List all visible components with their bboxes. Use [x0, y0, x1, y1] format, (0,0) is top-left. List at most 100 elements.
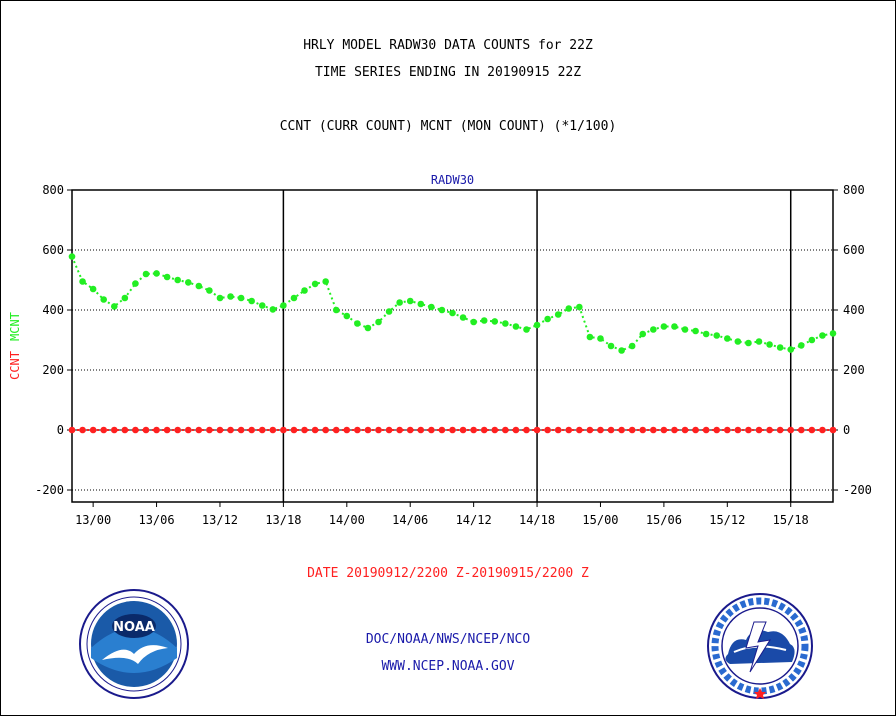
point-ccnt-43 — [523, 426, 530, 434]
point-mcnt-65 — [755, 338, 763, 345]
y-axis-label: CCNT MCNT — [8, 312, 22, 380]
point-mcnt-63 — [734, 338, 742, 345]
point-mcnt-61 — [713, 332, 721, 339]
point-mcnt-36 — [449, 309, 456, 317]
point-mcnt-40 — [491, 318, 499, 325]
point-mcnt-24 — [322, 278, 329, 285]
point-mcnt-66 — [766, 341, 773, 348]
point-ccnt-41 — [502, 426, 509, 434]
point-mcnt-28 — [364, 324, 372, 332]
point-mcnt-39 — [480, 317, 488, 324]
point-mcnt-2 — [89, 285, 97, 293]
point-mcnt-52 — [618, 347, 625, 354]
point-ccnt-19 — [269, 426, 277, 434]
ytick-label-left--200: -200 — [35, 483, 64, 497]
point-mcnt-35 — [438, 306, 446, 314]
website-link[interactable]: WWW.NCEP.NOAA.GOV — [381, 659, 515, 674]
point-ccnt-8 — [153, 426, 160, 434]
point-mcnt-6 — [132, 280, 139, 287]
ytick-label-right-400: 400 — [843, 303, 865, 317]
point-mcnt-14 — [216, 294, 224, 302]
xtick-label-8: 13/06 — [138, 513, 174, 527]
point-mcnt-22 — [301, 287, 308, 294]
point-ccnt-59 — [692, 426, 699, 434]
point-ccnt-32 — [406, 426, 414, 434]
point-mcnt-4 — [110, 303, 118, 310]
point-ccnt-50 — [597, 426, 604, 434]
point-mcnt-29 — [375, 318, 382, 326]
point-mcnt-54 — [639, 330, 647, 338]
point-ccnt-31 — [396, 426, 403, 434]
xtick-label-62: 15/12 — [709, 513, 745, 527]
time-series-chart: -200 -200 0 0 200 200 400 400 600 600 800 800 13/00 1… — [8, 173, 872, 527]
point-mcnt-33 — [417, 300, 425, 308]
point-mcnt-68 — [787, 346, 795, 353]
point-ccnt-24 — [322, 426, 329, 434]
point-ccnt-27 — [354, 426, 361, 434]
point-mcnt-37 — [459, 314, 467, 321]
point-mcnt-70 — [808, 336, 816, 344]
point-ccnt-17 — [248, 426, 255, 434]
point-ccnt-26 — [343, 426, 351, 434]
point-mcnt-26 — [343, 312, 351, 320]
point-mcnt-57 — [671, 323, 678, 330]
point-mcnt-11 — [184, 279, 192, 286]
point-ccnt-40 — [491, 426, 499, 434]
point-mcnt-43 — [523, 326, 530, 333]
xtick-label-38: 14/12 — [456, 513, 492, 527]
plot-label-radw30: RADW30 — [431, 173, 474, 187]
point-ccnt-71 — [819, 426, 826, 434]
point-ccnt-68 — [787, 426, 795, 434]
point-mcnt-1 — [79, 278, 86, 285]
point-mcnt-17 — [248, 297, 255, 305]
point-mcnt-64 — [745, 339, 752, 347]
point-ccnt-72 — [829, 426, 837, 434]
point-ccnt-52 — [618, 426, 625, 434]
point-mcnt-27 — [354, 320, 361, 327]
ytick-label-right--200: -200 — [843, 483, 872, 497]
plot-border — [71, 189, 834, 503]
point-mcnt-62 — [724, 335, 731, 342]
point-ccnt-42 — [512, 426, 520, 434]
point-ccnt-47 — [565, 426, 573, 434]
point-ccnt-28 — [364, 426, 372, 434]
point-ccnt-29 — [375, 426, 382, 434]
xtick-label-56: 15/06 — [646, 513, 682, 527]
ytick-label-left-800: 800 — [42, 183, 64, 197]
point-ccnt-57 — [671, 426, 678, 434]
point-mcnt-49 — [586, 333, 594, 341]
point-mcnt-53 — [628, 342, 636, 350]
xtick-label-2: 13/00 — [75, 513, 111, 527]
xtick-label-26: 14/00 — [329, 513, 365, 527]
point-mcnt-56 — [660, 323, 668, 330]
ytick-label-right-200: 200 — [843, 363, 865, 377]
xtick-label-20: 13/18 — [265, 513, 301, 527]
point-ccnt-6 — [132, 426, 139, 434]
point-ccnt-70 — [808, 426, 816, 434]
xtick-label-68: 15/18 — [773, 513, 809, 527]
point-mcnt-72 — [829, 330, 837, 337]
point-ccnt-61 — [713, 426, 721, 434]
point-mcnt-0 — [68, 253, 76, 260]
xtick-label-32: 14/06 — [392, 513, 428, 527]
point-mcnt-19 — [269, 306, 277, 313]
point-mcnt-50 — [597, 335, 604, 342]
point-mcnt-45 — [544, 315, 551, 323]
point-ccnt-4 — [110, 426, 118, 434]
point-ccnt-15 — [227, 426, 234, 434]
point-ccnt-22 — [301, 426, 308, 434]
point-ccnt-66 — [766, 426, 773, 434]
point-ccnt-3 — [100, 426, 108, 434]
point-mcnt-18 — [258, 302, 266, 309]
point-ccnt-60 — [702, 426, 710, 434]
ytick-label-right-600: 600 — [843, 243, 865, 257]
xtick-label-50: 15/00 — [582, 513, 618, 527]
point-mcnt-15 — [227, 293, 234, 300]
point-mcnt-55 — [650, 326, 657, 333]
point-ccnt-23 — [311, 426, 319, 434]
ytick-label-left-400: 400 — [42, 303, 64, 317]
point-mcnt-13 — [206, 287, 213, 294]
title-line-3: CCNT (CURR COUNT) MCNT (MON COUNT) (*1/1… — [279, 119, 617, 134]
point-mcnt-48 — [576, 303, 583, 311]
point-ccnt-7 — [142, 426, 150, 434]
